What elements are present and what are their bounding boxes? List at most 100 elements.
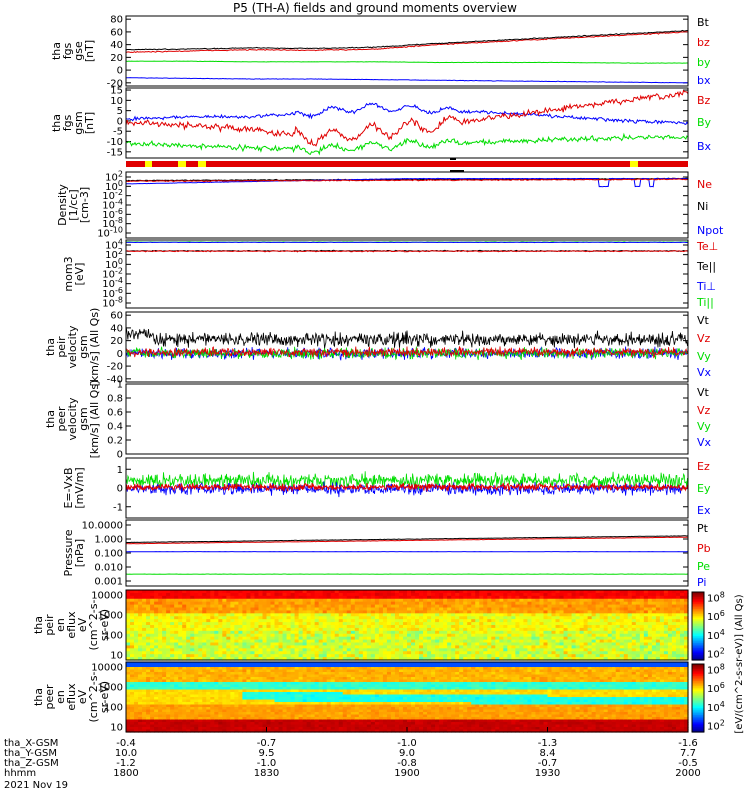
panel-7-frame xyxy=(125,519,689,587)
footer-value-1-2: 9.0 xyxy=(399,748,415,759)
panel-2-ylabel: [cm-3] xyxy=(78,187,91,223)
ion-colorbar-label: 108 xyxy=(707,591,725,605)
ion-colorbar-segment xyxy=(692,615,704,619)
legend-Vz: Vz xyxy=(697,332,711,345)
legend-Vx: Vx xyxy=(697,436,712,449)
footer-label-3: hhmm xyxy=(4,768,36,779)
ion-colorbar-segment xyxy=(692,624,704,627)
footer-value-2-1: -1.0 xyxy=(257,758,277,769)
panel-4-ytick-label: 0 xyxy=(117,349,123,360)
footer-value-1-4: 7.7 xyxy=(680,748,696,759)
panel-0-ylabel: tha xyxy=(50,42,63,60)
panel-9-ytick-label: 100 xyxy=(104,703,123,714)
electron-colorbar-segment xyxy=(692,665,704,668)
series-Vt-line xyxy=(125,326,689,349)
panel-9-ylabel: en xyxy=(54,690,67,704)
series-Bx-line xyxy=(125,102,689,125)
panel-2-frame xyxy=(125,171,689,239)
electron-colorbar-segment xyxy=(692,672,704,675)
series-Pt-line xyxy=(125,535,689,543)
panel-9-ylabel: eV xyxy=(76,689,89,704)
ion-colorbar-segment xyxy=(692,593,704,596)
electron-colorbar-label: 108 xyxy=(707,663,725,677)
ion-colorbar-segment xyxy=(692,610,704,613)
panel-8-ylabel: eflux xyxy=(65,611,78,639)
panel-7-ytick-label: 0.100 xyxy=(94,549,123,560)
panel-2-ytick-label: 10-10 xyxy=(97,226,123,240)
panel-2-ytick-label: 102 xyxy=(105,170,123,184)
series-Bz-line xyxy=(125,89,689,147)
electron-colorbar-segment xyxy=(692,692,704,696)
footer-value-1-3: 8.4 xyxy=(540,748,556,759)
panel-6-ylabel: [mV/m] xyxy=(73,467,86,508)
electron-colorbar-segment xyxy=(692,681,704,684)
electron-colorbar-segment xyxy=(692,701,704,704)
electron-colorbar-segment xyxy=(692,677,704,680)
electron-spectrogram xyxy=(126,662,689,733)
panel-5-ylabel: tha xyxy=(44,410,57,428)
ion-colorbar-segment xyxy=(692,646,704,649)
ion-colorbar-segment xyxy=(692,597,704,600)
ion-colorbar xyxy=(691,591,705,661)
electron-colorbar-segment xyxy=(692,667,704,670)
mode-bar-marker xyxy=(450,170,464,172)
panel-5-ylabel: gsm xyxy=(77,407,90,430)
panel-6-ytick-label: 1 xyxy=(117,465,123,476)
series-Ex-line xyxy=(125,481,689,498)
electron-colorbar-segment xyxy=(692,726,704,730)
panel-2-ytick-label: 100 xyxy=(105,179,123,193)
panel-5-ytick-label: 0 xyxy=(117,450,123,461)
ion-colorbar-segment xyxy=(692,653,704,656)
panel-2-ylabel: Density xyxy=(56,184,69,226)
electron-colorbar-segment xyxy=(692,684,704,687)
electron-colorbar-label: 106 xyxy=(707,681,725,695)
mode-bar-marker xyxy=(450,158,456,160)
series-Vy-line xyxy=(125,346,689,361)
electron-colorbar-segment xyxy=(692,706,704,709)
ion-colorbar-segment xyxy=(692,620,704,624)
series-bx-line xyxy=(125,77,689,84)
panel-0-ytick-label: 80 xyxy=(110,15,123,26)
footer-date: 2021 Nov 19 xyxy=(4,780,68,791)
panel-5-ytick-label: 0.6 xyxy=(107,408,123,419)
series-Bt-line xyxy=(125,29,689,51)
ion-spectrogram xyxy=(126,590,689,661)
panel-4-ylabel: gsm xyxy=(77,335,90,358)
mode-bar-segment xyxy=(145,161,152,167)
ion-colorbar-segment xyxy=(692,612,704,615)
panel-5-ylabel: [km/s] (All Qs) xyxy=(88,380,101,459)
series-Npot-line xyxy=(125,177,689,188)
panel-6-ytick-label: -1 xyxy=(113,502,123,513)
panel-3-ytick-label: 102 xyxy=(105,247,123,261)
panel-4-ylabel: [km/s] (All Qs) xyxy=(88,308,101,387)
series-Ez-line xyxy=(125,481,689,493)
panel-2-ylabel: [1/cc] xyxy=(67,189,80,220)
electron-colorbar-segment xyxy=(692,725,704,728)
legend-Pb: Pb xyxy=(697,542,711,555)
electron-colorbar-segment xyxy=(692,711,704,714)
series-by-line xyxy=(125,60,688,64)
panel-5-ylabel: peer xyxy=(55,406,68,432)
legend-by: by xyxy=(697,56,711,69)
electron-colorbar-segment xyxy=(692,670,704,674)
ion-colorbar-segment xyxy=(692,617,704,620)
electron-colorbar-segment xyxy=(692,721,704,725)
electron-colorbar-segment xyxy=(692,704,704,708)
panel-0-ylabel: [nT] xyxy=(83,40,96,62)
panel-0-ytick-label: -20 xyxy=(107,78,123,89)
footer-value-1-1: 9.5 xyxy=(259,748,275,759)
panel-7-ytick-label: 0.010 xyxy=(94,563,123,574)
colorbar-title: [eV/(cm^2-s-sr-eV)] (All Qs) xyxy=(734,594,745,733)
panel-4-ylabel: velocity xyxy=(66,325,79,368)
panel-5-ytick-label: 0.4 xyxy=(107,422,123,433)
footer-value-1-0: 10.0 xyxy=(115,748,137,759)
footer-label-0: tha_X-GSM xyxy=(4,738,58,749)
legend-Vy: Vy xyxy=(697,350,711,363)
ion-colorbar-segment xyxy=(692,643,704,646)
ion-colorbar-segment xyxy=(692,636,704,639)
footer-label-2: tha_Z-GSM xyxy=(4,758,59,769)
legend-Te⊥: Te⊥ xyxy=(696,240,718,253)
panel-6-frame xyxy=(125,457,689,519)
legend-Te||: Te|| xyxy=(696,260,716,273)
ion-colorbar-segment xyxy=(692,598,704,602)
